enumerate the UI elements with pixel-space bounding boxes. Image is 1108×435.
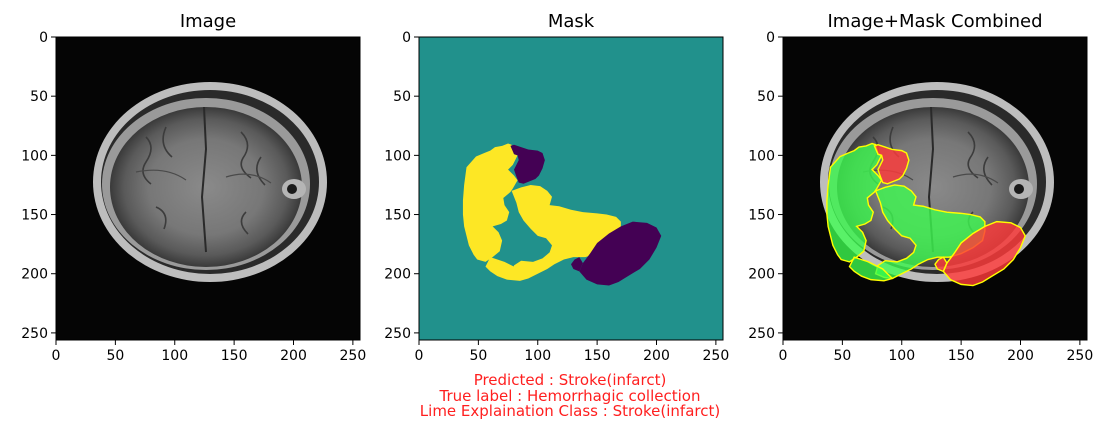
panel-combined: Image+Mask Combined 0 50 100 150 200 250 0 50 1…: [748, 11, 1093, 364]
panel-title-image: Image: [180, 11, 236, 32]
panel-image: Image 0 50 100 150 200 250 0 50 100 150 200 250: [21, 11, 366, 364]
x-axis: 0 50 100 150 200 250: [779, 340, 1094, 364]
y-tick-label: 100: [384, 148, 411, 164]
combined-area: [783, 37, 1087, 340]
x-tick-label: 150: [221, 348, 248, 364]
panel-title-mask: Mask: [548, 11, 595, 32]
image-area: [56, 37, 360, 340]
x-tick-label: 100: [888, 348, 915, 364]
y-tick-label: 100: [21, 148, 48, 164]
caption-true-label: True label : Hemorrhagic collection: [439, 386, 701, 405]
y-tick-label: 0: [39, 30, 48, 46]
x-tick-label: 150: [584, 348, 611, 364]
x-tick-label: 250: [703, 348, 730, 364]
y-tick-label: 200: [384, 267, 411, 283]
y-tick-label: 250: [748, 326, 775, 342]
x-axis: 0 50 100 150 200 250: [52, 340, 367, 364]
y-tick-label: 0: [402, 30, 411, 46]
x-tick-label: 50: [469, 348, 487, 364]
y-tick-label: 250: [384, 326, 411, 342]
x-tick-label: 200: [643, 348, 670, 364]
y-tick-label: 50: [30, 89, 48, 105]
x-tick-label: 50: [106, 348, 124, 364]
y-tick-label: 100: [748, 148, 775, 164]
x-tick-label: 100: [161, 348, 188, 364]
x-tick-label: 200: [280, 348, 307, 364]
caption-lime-class: Lime Explaination Class : Stroke(infarct…: [419, 402, 721, 420]
x-tick-label: 250: [340, 348, 367, 364]
x-tick-label: 250: [1067, 348, 1094, 364]
y-axis: 0 50 100 150 200 250: [21, 30, 56, 342]
x-axis: 0 50 100 150 200 250: [415, 340, 730, 364]
x-tick-label: 100: [524, 348, 551, 364]
y-axis: 0 50 100 150 200 250: [384, 30, 419, 342]
y-tick-label: 250: [21, 326, 48, 342]
x-tick-label: 0: [52, 348, 61, 364]
y-tick-label: 200: [748, 267, 775, 283]
y-tick-label: 150: [21, 208, 48, 224]
mask-area: [419, 37, 723, 340]
y-tick-label: 200: [21, 267, 48, 283]
caption-predicted: Predicted : Stroke(infarct): [473, 371, 667, 389]
x-tick-label: 0: [415, 348, 424, 364]
x-tick-label: 200: [1007, 348, 1034, 364]
panel-mask: Mask 0 50 100 150 200 250 0 50 100 150 200 250: [384, 11, 729, 364]
panel-title-combined: Image+Mask Combined: [828, 11, 1043, 32]
x-tick-label: 150: [948, 348, 975, 364]
y-tick-label: 150: [384, 208, 411, 224]
plot-frame: [55, 36, 361, 341]
x-tick-label: 0: [779, 348, 788, 364]
y-tick-label: 50: [393, 89, 411, 105]
y-tick-label: 150: [748, 208, 775, 224]
plot-frame: [782, 36, 1088, 341]
y-tick-label: 50: [757, 89, 775, 105]
y-tick-label: 0: [766, 30, 775, 46]
plot-frame: [418, 36, 724, 341]
y-axis: 0 50 100 150 200 250: [748, 30, 783, 342]
x-tick-label: 50: [833, 348, 851, 364]
caption: Predicted : Stroke(infarct) True label :…: [0, 371, 1108, 420]
